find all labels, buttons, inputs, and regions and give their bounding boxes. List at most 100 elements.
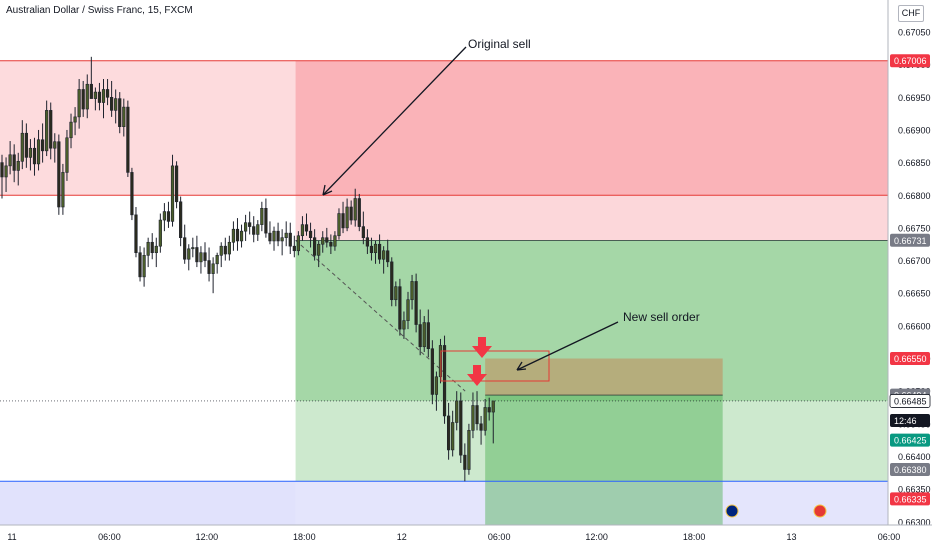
x-tick-label: 18:00 — [683, 532, 706, 542]
candle-body — [487, 407, 491, 413]
price-label-bg — [890, 352, 930, 365]
support-zone-left — [0, 481, 296, 525]
candle-body — [268, 232, 272, 242]
candle-body — [118, 98, 122, 127]
candle-body — [57, 141, 61, 208]
stop-loss-zone-lower — [295, 195, 888, 241]
annotation-arrowhead-original — [322, 184, 333, 196]
candle-body — [446, 415, 451, 451]
candle-body — [361, 226, 365, 238]
candle-body — [329, 241, 333, 247]
y-tick-label: 0.66700 — [898, 256, 931, 266]
candle-body — [73, 116, 77, 123]
y-tick-label: 0.66800 — [898, 191, 931, 201]
candle-body — [373, 243, 378, 254]
new-order-stop-zone — [485, 358, 723, 396]
candle-body — [162, 211, 167, 221]
candle-body — [308, 230, 313, 238]
candle-body — [61, 172, 65, 208]
candle-body — [479, 423, 483, 431]
candle-body — [325, 237, 329, 243]
candle-body — [134, 214, 138, 254]
candle-body — [207, 260, 211, 274]
candle-body — [398, 286, 402, 330]
candle-body — [382, 250, 386, 260]
candle-body — [231, 228, 236, 243]
y-tick-label: 0.66950 — [898, 93, 931, 103]
candle-body — [126, 106, 130, 173]
candle-body — [414, 281, 418, 325]
candle-body — [138, 252, 142, 278]
candle-body — [272, 230, 276, 242]
candle-body — [434, 376, 439, 395]
price-axis — [888, 0, 932, 550]
x-tick-label: 18:00 — [293, 532, 316, 542]
annotation-new-sell-order: New sell order — [623, 310, 700, 324]
price-label-bg — [890, 233, 930, 247]
candle-body — [187, 248, 191, 260]
price-label: 0.66380 — [894, 465, 927, 475]
annotation-arrow-original — [322, 46, 467, 196]
candle-body — [170, 165, 175, 222]
candle-body — [260, 208, 264, 225]
candle-body — [483, 407, 487, 431]
candle-body — [410, 281, 414, 301]
candle-body — [150, 241, 154, 254]
sell-arrow-icon — [467, 365, 487, 386]
candle-body — [89, 83, 93, 99]
price-label-bg — [890, 433, 930, 447]
new-sell-order-box — [440, 350, 550, 382]
au-event-icon — [725, 504, 739, 518]
price-label: 0.66731 — [894, 236, 927, 246]
candle-body — [16, 160, 20, 171]
candle-body — [369, 245, 374, 254]
y-tick-label: 0.66750 — [898, 223, 931, 233]
candle-body — [24, 132, 28, 158]
y-tick-label: 0.66600 — [898, 321, 931, 331]
candle-body — [377, 243, 382, 260]
candle-body — [467, 430, 471, 470]
candle-body — [313, 237, 317, 256]
take-profit-zone-lower — [295, 400, 888, 482]
candle-body — [475, 405, 479, 425]
price-label-bg — [890, 492, 930, 506]
candle-body — [471, 405, 475, 431]
candle-body — [365, 237, 370, 247]
price-label-bg — [889, 394, 931, 408]
stop-loss-zone — [295, 60, 888, 196]
candle-body — [394, 286, 398, 301]
candle-body — [93, 91, 97, 99]
new-order-profit-zone — [485, 395, 723, 525]
candle-body — [296, 235, 300, 252]
candle-body — [256, 224, 260, 235]
candle-body — [105, 89, 110, 98]
price-label-bg — [890, 414, 930, 428]
candle-body — [422, 322, 426, 348]
time-axis — [0, 525, 932, 550]
candle-body — [166, 211, 171, 222]
candle-body — [146, 241, 150, 256]
candle-body — [203, 252, 207, 261]
candle-body — [345, 206, 349, 229]
candle-body — [53, 141, 57, 149]
candle-body — [32, 147, 37, 165]
candle-body — [219, 245, 223, 256]
price-label: 0.66335 — [894, 494, 927, 504]
candle-body — [239, 230, 244, 242]
candle-body — [28, 147, 33, 158]
x-tick-label: 12:00 — [196, 532, 219, 542]
candle-body — [195, 247, 199, 263]
x-tick-label: 06:00 — [98, 532, 121, 542]
candle-body — [174, 165, 179, 203]
candle-body — [142, 255, 146, 278]
x-tick-label: 12:00 — [585, 532, 608, 542]
candle-body — [459, 400, 463, 456]
candle-body — [426, 322, 430, 350]
currency-label[interactable]: CHF — [898, 5, 924, 22]
candle-body — [199, 252, 203, 263]
candle-body — [418, 324, 422, 348]
take-profit-zone — [295, 240, 888, 401]
candle-body — [45, 110, 49, 152]
